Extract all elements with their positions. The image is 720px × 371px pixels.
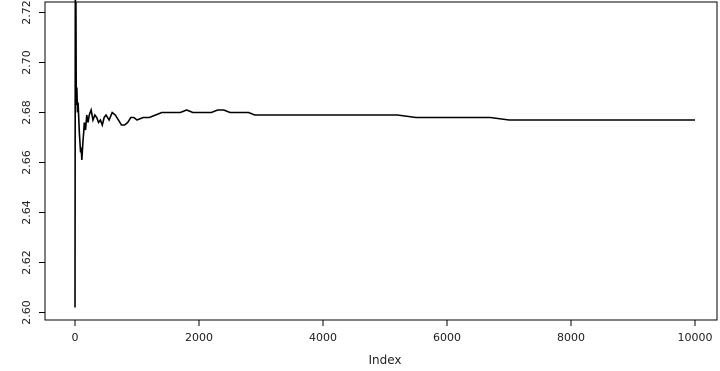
series-line	[74, 0, 695, 308]
y-tick-label: 2.72	[20, 0, 33, 25]
x-tick-label: 0	[72, 331, 79, 344]
x-tick-label: 8000	[557, 331, 585, 344]
y-tick-label: 2.70	[20, 50, 33, 75]
x-tick-label: 6000	[433, 331, 461, 344]
x-tick-label: 10000	[678, 331, 713, 344]
x-axis: 0 2000 4000 6000 8000 10000	[72, 320, 713, 344]
y-tick-label: 2.68	[20, 100, 33, 125]
x-tick-label: 4000	[309, 331, 337, 344]
x-axis-title: Index	[368, 353, 401, 367]
y-tick-label: 2.62	[20, 250, 33, 275]
y-tick-label: 2.66	[20, 150, 33, 175]
plot-frame	[44, 1, 718, 321]
x-tick-label: 2000	[185, 331, 213, 344]
y-tick-label: 2.64	[20, 200, 33, 225]
y-axis: 2.60 2.62 2.64 2.66 2.68 2.70 2.72	[20, 0, 45, 325]
y-tick-label: 2.60	[20, 300, 33, 325]
